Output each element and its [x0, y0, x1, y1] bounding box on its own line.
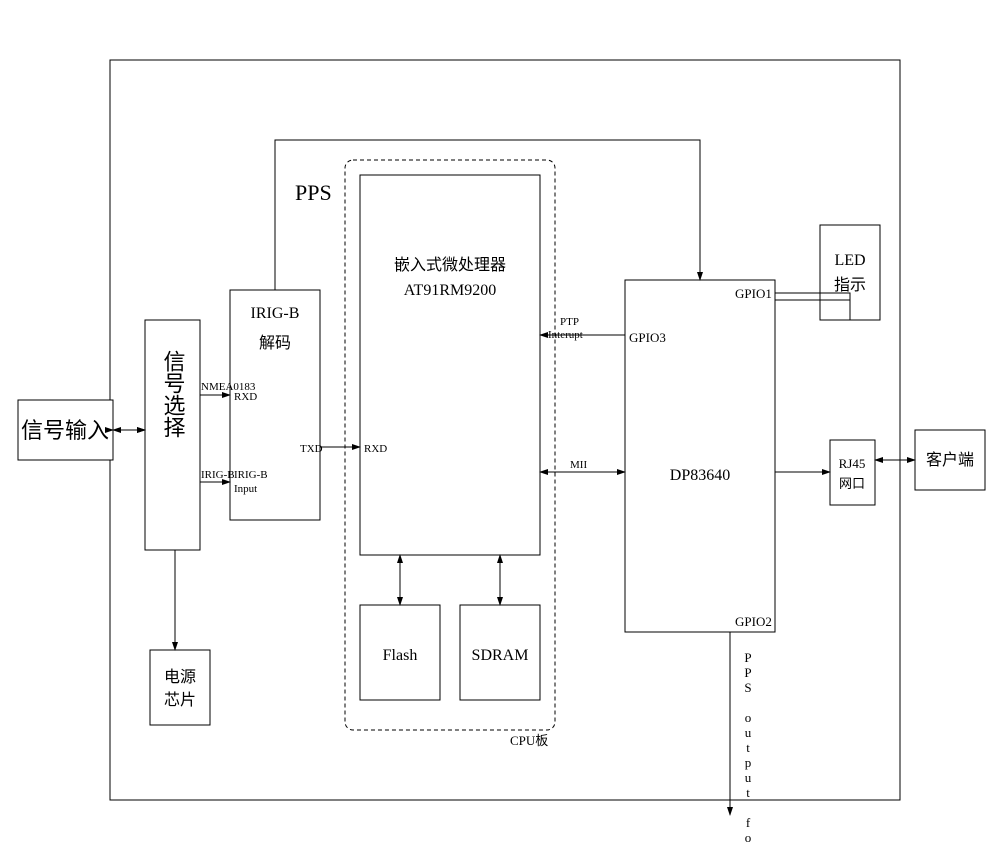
gpio2-label: GPIO2: [735, 614, 772, 629]
pps-label: PPS: [295, 180, 332, 205]
cpu-board-label: CPU板: [510, 733, 548, 748]
pps-out-label: PPS output for test: [741, 650, 756, 845]
rj45-box: [830, 440, 875, 505]
flash-label: Flash: [383, 647, 418, 664]
cpu-box: [360, 175, 540, 555]
irigb-sig-label: IRIG-B: [201, 469, 235, 481]
diagram-svg: 信号输入 信号选择 IRIG-B 解码 RXD TXD IRIG-B Input…: [0, 0, 1000, 845]
mii-label: MII: [570, 459, 587, 471]
cpu-l1: 嵌入式微处理器: [394, 256, 506, 274]
rj45-l2: 网口: [839, 476, 865, 491]
rj45-l1: RJ45: [839, 456, 866, 471]
ptp-l2: Interupt: [548, 329, 583, 341]
irigb-l1: IRIG-B: [251, 305, 300, 322]
nmea-label: NMEA0183: [201, 381, 256, 393]
signal-input-label: 信号输入: [21, 418, 109, 443]
signal-select-label: 信号选择: [161, 350, 186, 438]
irigb-input1: IRIG-B: [234, 469, 268, 481]
gpio3-label: GPIO3: [629, 330, 666, 345]
gpio1-label: GPIO1: [735, 286, 772, 301]
power-l2: 芯片: [164, 691, 196, 709]
cpu-l2: AT91RM9200: [404, 282, 496, 299]
irigb-l2: 解码: [259, 334, 291, 352]
led-l1: LED: [834, 252, 865, 269]
cpu-rxd: RXD: [364, 443, 387, 455]
irigb-input2: Input: [234, 483, 257, 495]
client-label: 客户端: [926, 451, 974, 469]
dp-label: DP83640: [670, 467, 730, 484]
irigb-txd: TXD: [300, 443, 323, 455]
power-l1: 电源: [164, 668, 196, 686]
led-l2: 指示: [834, 276, 866, 294]
sdram-label: SDRAM: [472, 647, 529, 664]
power-box: [150, 650, 210, 725]
ptp-l1: PTP: [560, 316, 579, 328]
